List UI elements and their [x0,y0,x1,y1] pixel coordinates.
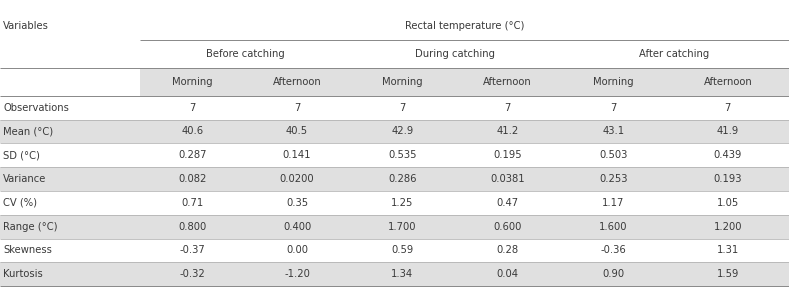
Text: 1.31: 1.31 [716,246,739,256]
Text: Rectal temperature (°C): Rectal temperature (°C) [405,21,525,31]
Text: 0.141: 0.141 [282,150,312,160]
Text: 0.90: 0.90 [602,269,625,279]
Text: 0.195: 0.195 [493,150,522,160]
Text: 7: 7 [294,102,301,113]
Text: 42.9: 42.9 [391,126,413,136]
Text: Before catching: Before catching [206,49,284,59]
Text: 0.59: 0.59 [391,246,413,256]
Text: -0.36: -0.36 [600,246,626,256]
Text: 0.535: 0.535 [388,150,417,160]
Bar [140,68,789,96]
Text: 41.9: 41.9 [716,126,739,136]
Text: 0.0381: 0.0381 [491,174,525,184]
Text: 1.05: 1.05 [716,198,739,208]
Text: 0.286: 0.286 [388,174,417,184]
Text: Variables: Variables [3,21,49,31]
Text: 1.600: 1.600 [599,222,628,232]
Text: 1.17: 1.17 [602,198,625,208]
Bar [0,262,789,286]
Text: Range (°C): Range (°C) [3,222,58,232]
Text: 7: 7 [399,102,406,113]
Text: 1.200: 1.200 [713,222,742,232]
Text: 0.400: 0.400 [283,222,311,232]
Text: 43.1: 43.1 [602,126,625,136]
Text: 0.00: 0.00 [286,246,308,256]
Text: 40.6: 40.6 [181,126,204,136]
Text: 0.28: 0.28 [496,246,519,256]
Text: 0.800: 0.800 [178,222,207,232]
Text: 7: 7 [610,102,617,113]
Text: Morning: Morning [593,77,634,87]
Text: 0.0200: 0.0200 [280,174,314,184]
Text: -1.20: -1.20 [284,269,310,279]
Text: Skewness: Skewness [3,246,52,256]
Text: CV (%): CV (%) [3,198,37,208]
Text: 7: 7 [724,102,731,113]
Text: 0.47: 0.47 [496,198,519,208]
Text: 1.34: 1.34 [391,269,413,279]
Text: Afternoon: Afternoon [704,77,752,87]
Text: During catching: During catching [415,49,495,59]
Bar [0,119,789,143]
Text: -0.37: -0.37 [180,246,205,256]
Text: 0.287: 0.287 [178,150,207,160]
Text: SD (°C): SD (°C) [3,150,40,160]
Text: 0.193: 0.193 [713,174,742,184]
Text: 1.25: 1.25 [391,198,413,208]
Text: 0.082: 0.082 [178,174,207,184]
Text: 0.600: 0.600 [494,222,522,232]
Text: 0.04: 0.04 [497,269,518,279]
Text: 0.503: 0.503 [600,150,627,160]
Text: 1.700: 1.700 [388,222,417,232]
Bar [0,167,789,191]
Text: Morning: Morning [172,77,213,87]
Text: Morning: Morning [382,77,423,87]
Text: Afternoon: Afternoon [273,77,321,87]
Text: 0.71: 0.71 [181,198,204,208]
Text: Kurtosis: Kurtosis [3,269,43,279]
Text: 7: 7 [504,102,511,113]
Text: 0.253: 0.253 [599,174,628,184]
Text: Afternoon: Afternoon [484,77,532,87]
Text: 0.35: 0.35 [286,198,308,208]
Text: -0.32: -0.32 [180,269,205,279]
Text: 41.2: 41.2 [496,126,519,136]
Bar [0,215,789,239]
Text: 7: 7 [189,102,196,113]
Text: Observations: Observations [3,102,69,113]
Text: Mean (°C): Mean (°C) [3,126,54,136]
Text: Variance: Variance [3,174,47,184]
Text: 40.5: 40.5 [286,126,308,136]
Text: 0.439: 0.439 [714,150,742,160]
Text: 1.59: 1.59 [716,269,739,279]
Text: After catching: After catching [639,49,710,59]
